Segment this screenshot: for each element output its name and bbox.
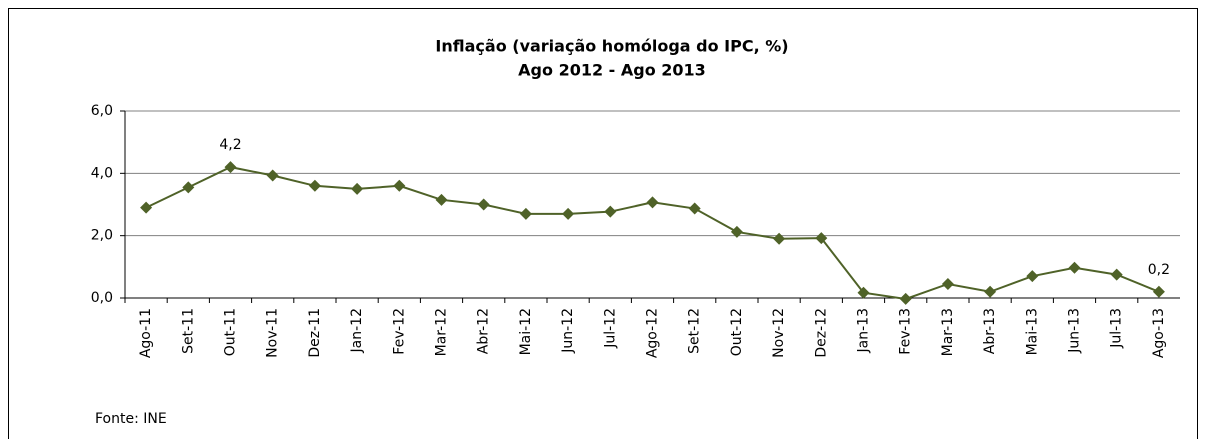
x-tick-label: Fev-13 <box>898 308 914 355</box>
x-tick-label: Mai-12 <box>518 308 534 355</box>
data-point <box>224 161 237 174</box>
data-point <box>1068 261 1081 274</box>
x-tick-label: Fev-12 <box>391 308 407 355</box>
source-note: Fonte: INE <box>95 411 167 427</box>
x-tick-label: Jul-13 <box>1109 308 1125 349</box>
x-tick-label: Set-11 <box>180 308 196 354</box>
data-point <box>182 181 195 194</box>
data-point <box>730 225 743 238</box>
data-point <box>1026 270 1039 283</box>
x-tick-label: Mar-13 <box>940 308 956 356</box>
x-tick-label: Out-11 <box>223 308 239 356</box>
x-tick-label: Ago-11 <box>138 308 154 358</box>
x-tick-label: Jan-13 <box>856 308 872 353</box>
data-point <box>308 179 321 192</box>
y-tick-label: 4,0 <box>91 165 113 181</box>
chart-border <box>8 8 1198 439</box>
chart-title: Inflação (variação homóloga do IPC, %) <box>435 37 788 56</box>
data-point <box>351 182 364 195</box>
data-point <box>393 179 406 192</box>
x-tick-label: Jun-13 <box>1067 308 1083 354</box>
y-tick-label: 2,0 <box>91 228 113 244</box>
chart-subtitle: Ago 2012 - Ago 2013 <box>518 61 706 80</box>
data-point <box>773 232 786 245</box>
data-point <box>984 285 997 298</box>
data-point <box>562 207 575 220</box>
x-tick-label: Mar-12 <box>434 308 450 356</box>
data-point <box>857 286 870 299</box>
x-tick-label: Jun-12 <box>560 308 576 354</box>
x-tick-label: Out-12 <box>729 308 745 356</box>
data-point <box>435 193 448 206</box>
data-point <box>604 205 617 218</box>
data-label: 4,2 <box>219 137 241 153</box>
x-tick-label: Set-12 <box>687 308 703 354</box>
x-tick-label: Jul-12 <box>602 308 618 349</box>
data-point <box>1152 285 1165 298</box>
x-tick-label: Nov-11 <box>265 308 281 358</box>
x-tick-label: Mai-13 <box>1024 308 1040 355</box>
y-tick-label: 6,0 <box>91 103 113 119</box>
x-tick-label: Nov-12 <box>771 308 787 358</box>
x-tick-label: Jan-12 <box>349 308 365 353</box>
data-line <box>145 166 1160 300</box>
x-tick-label: Dez-11 <box>307 308 323 358</box>
data-point <box>941 277 954 290</box>
x-tick-label: Ago-12 <box>645 308 661 358</box>
x-tick-label: Ago-13 <box>1151 308 1167 358</box>
y-tick-label: 0,0 <box>91 290 113 306</box>
data-point <box>688 202 701 215</box>
x-tick-label: Abr-13 <box>982 308 998 354</box>
x-tick-label: Dez-12 <box>813 308 829 358</box>
x-tick-label: Abr-12 <box>476 308 492 354</box>
data-label: 0,2 <box>1148 262 1170 278</box>
data-point <box>815 232 828 245</box>
data-point <box>266 169 279 182</box>
data-point <box>477 198 490 211</box>
data-point <box>519 207 532 220</box>
data-point <box>1110 268 1123 281</box>
data-point <box>646 196 659 209</box>
data-point <box>899 292 912 305</box>
data-point <box>140 201 153 214</box>
